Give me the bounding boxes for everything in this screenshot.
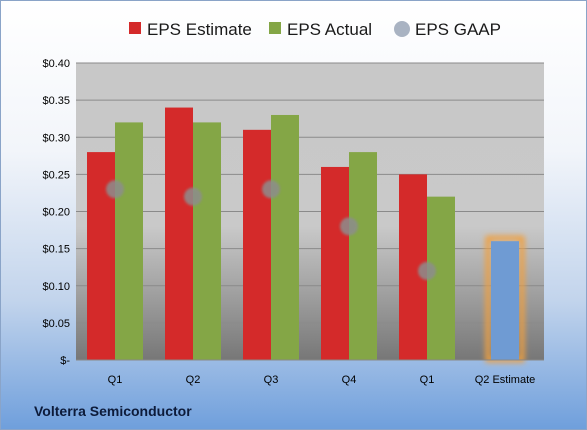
bars: [87, 107, 525, 363]
gaap-markers: [106, 180, 436, 280]
y-tick-label: $0.25: [42, 169, 70, 181]
eps-estimate-bar: [321, 166, 349, 360]
eps-actual-bar: [115, 122, 143, 361]
eps-gaap-marker: [106, 180, 124, 199]
legend-swatch: [129, 22, 141, 34]
y-tick-label: $0.35: [42, 95, 70, 107]
company-name: Volterra Semiconductor: [34, 403, 192, 419]
eps-gaap-marker: [418, 261, 436, 280]
eps-estimate-bar: [243, 129, 271, 360]
eps-actual-bar: [349, 152, 377, 360]
eps-actual-bar: [193, 122, 221, 361]
legend: EPS Estimate EPS Actual EPS GAAP: [129, 20, 501, 39]
x-tick-label: Q1: [108, 374, 123, 386]
legend-label: EPS GAAP: [415, 20, 501, 39]
eps-estimate-bar: [165, 107, 193, 360]
eps-gaap-marker: [340, 217, 358, 236]
eps-actual-bar: [271, 114, 299, 360]
legend-swatch: [269, 22, 281, 34]
eps-gaap-marker: [184, 187, 202, 206]
x-tick-label: Q3: [264, 374, 279, 386]
y-tick-label: $0.10: [42, 281, 70, 293]
y-tick-label: $0.15: [42, 244, 70, 256]
y-axis: $- $0.05 $0.10 $0.15 $0.20 $0.25 $0.30 $0.35 $0.…: [42, 58, 544, 367]
legend-label: EPS Estimate: [147, 20, 252, 39]
y-tick-label: $0.05: [42, 318, 70, 330]
y-tick-label: $-: [60, 355, 70, 367]
x-tick-label: Q4: [342, 374, 357, 386]
x-tick-label: Q2: [186, 374, 201, 386]
x-tick-label: Q2 Estimate: [475, 374, 536, 386]
legend-marker: [394, 21, 410, 37]
y-tick-label: $0.20: [42, 207, 70, 219]
x-tick-label: Q1: [420, 374, 435, 386]
y-tick-label: $0.40: [42, 58, 70, 70]
legend-label: EPS Actual: [287, 20, 372, 39]
y-tick-label: $0.30: [42, 132, 70, 144]
eps-estimate-q2-bar: [491, 241, 519, 360]
eps-gaap-marker: [262, 180, 280, 199]
x-axis: Q1 Q2 Q3 Q4 Q1 Q2 Estimate: [108, 374, 536, 386]
